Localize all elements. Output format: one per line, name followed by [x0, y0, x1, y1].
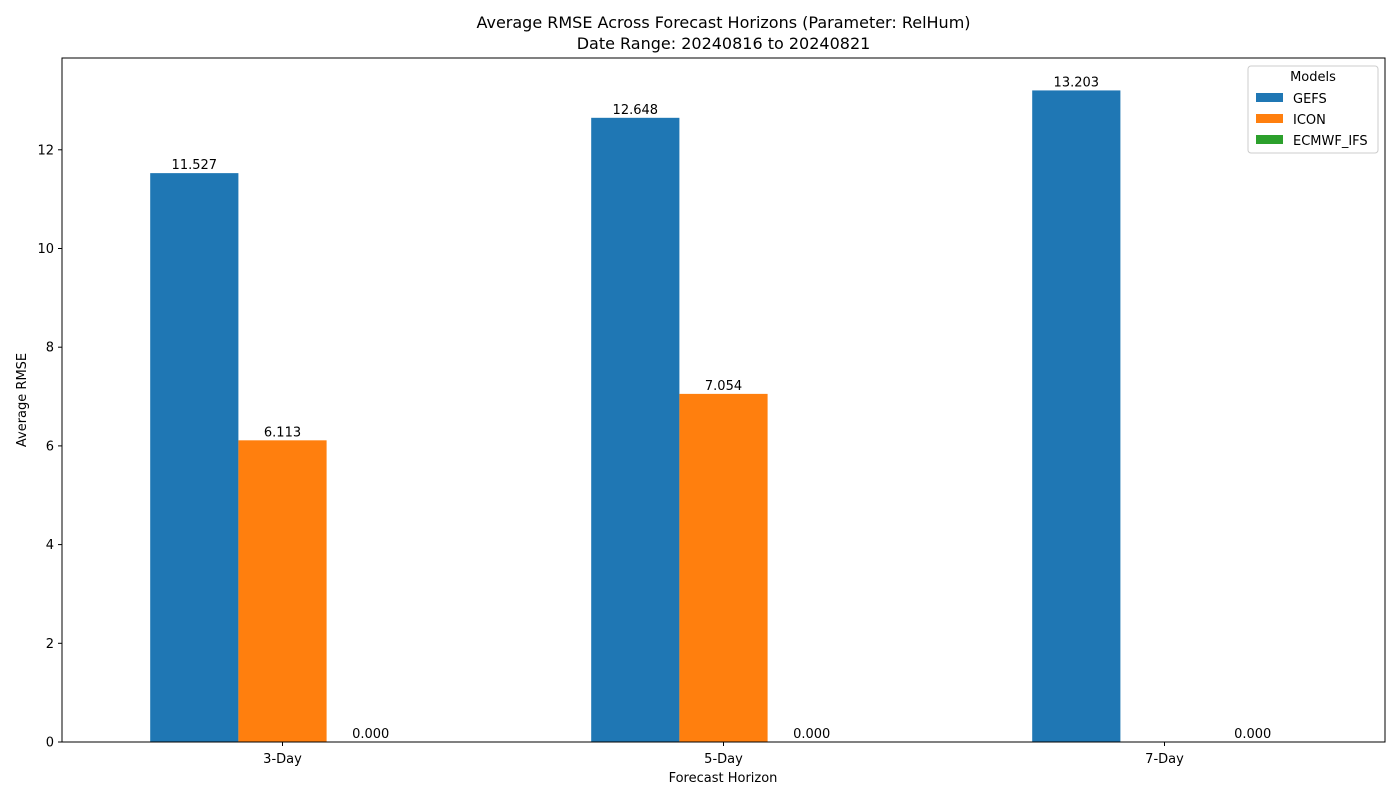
value-label-gefs-3-day: 11.527: [172, 158, 218, 173]
bar-gefs-5-day: [591, 117, 680, 742]
x-tick-label: 5-Day: [704, 752, 743, 767]
y-tick-label: 2: [46, 637, 54, 652]
y-tick-label: 4: [46, 538, 54, 553]
legend-title: Models: [1290, 70, 1336, 85]
legend-swatch-ecmwf-ifs: [1256, 135, 1283, 144]
legend-label-ecmwf-ifs: ECMWF_IFS: [1293, 134, 1368, 149]
y-tick-label: 8: [46, 341, 54, 356]
value-label-gefs-5-day: 12.648: [613, 103, 659, 118]
value-label-gefs-7-day: 13.203: [1054, 75, 1100, 90]
chart-title-line-1: Average RMSE Across Forecast Horizons (P…: [476, 13, 971, 32]
x-tick-label: 3-Day: [263, 752, 302, 767]
bar-icon-5-day: [679, 393, 768, 742]
value-label-ecmwf-ifs-5-day: 0.000: [793, 727, 830, 742]
y-tick-label: 6: [46, 439, 54, 454]
bar-gefs-7-day: [1032, 90, 1121, 742]
value-labels-layer: 11.527 12.648 13.203 6.113 7.054 0.000 0.000 0.…: [172, 75, 1272, 742]
y-tick-label: 12: [37, 143, 54, 158]
legend-swatch-gefs: [1256, 93, 1283, 102]
value-label-icon-3-day: 6.113: [264, 425, 301, 440]
bar-icon-3-day: [238, 440, 327, 742]
legend-box: [1247, 65, 1379, 154]
y-axis-label: Average RMSE: [15, 353, 30, 447]
x-tick-label: 7-Day: [1145, 752, 1184, 767]
legend-label-icon: ICON: [1293, 113, 1326, 128]
value-label-icon-5-day: 7.054: [705, 379, 742, 394]
bars-layer: [150, 90, 1121, 742]
y-tick-label: 0: [46, 736, 54, 751]
x-axis-label: Forecast Horizon: [669, 771, 778, 786]
value-label-ecmwf-ifs-7-day: 0.000: [1234, 727, 1271, 742]
legend: Models GEFS ICON ECMWF_IFS: [1247, 65, 1379, 154]
value-label-ecmwf-ifs-3-day: 0.000: [352, 727, 389, 742]
legend-label-gefs: GEFS: [1293, 92, 1327, 107]
chart-title-line-2: Date Range: 20240816 to 20240821: [576, 34, 871, 53]
bar-gefs-3-day: [150, 173, 239, 742]
y-axis: 0 2 4 6 8 10 12: [37, 143, 62, 751]
x-axis: 3-Day 5-Day 7-Day: [263, 742, 1184, 767]
legend-swatch-icon: [1256, 114, 1283, 123]
y-tick-label: 10: [37, 242, 54, 257]
